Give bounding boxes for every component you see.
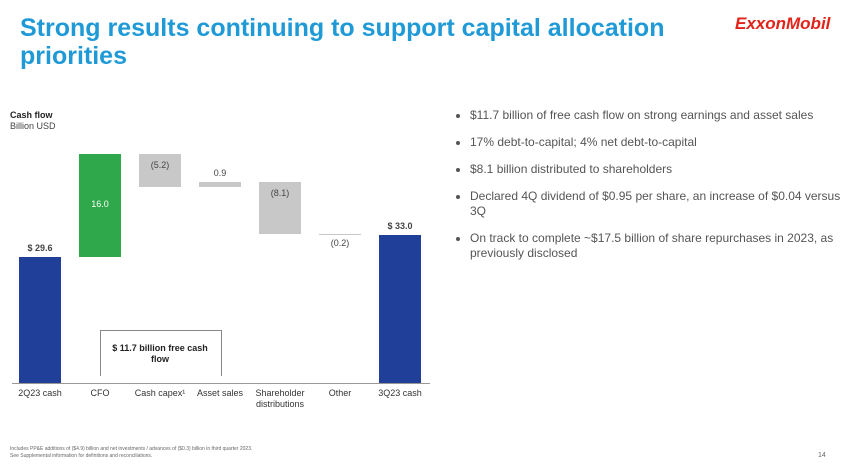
bar [19, 256, 61, 383]
value-label: 0.9 [213, 167, 227, 178]
x-tick-label: CFO [90, 388, 110, 398]
page-number: 14 [818, 452, 826, 459]
slide-title: Strong results continuing to support cap… [20, 14, 665, 70]
value-label: (0.2) [330, 238, 350, 249]
y-unit: Billion USD [10, 121, 56, 131]
value-label: (5.2) [150, 160, 170, 170]
bullet: 17% debt-to-capital; 4% net debt-to-capi… [470, 135, 848, 150]
bar [379, 235, 421, 383]
footnote: Includes PP&E additions of ($4.9) billio… [10, 446, 410, 460]
value-label: 16.0 [91, 199, 109, 210]
x-tick-label: Shareholder distributions [255, 388, 305, 409]
value-label: $ 33.0 [387, 221, 413, 232]
x-tick-label: Cash capex¹ [134, 388, 186, 398]
bar [139, 154, 181, 188]
bullet: $11.7 billion of free cash flow on stron… [470, 108, 848, 123]
bullet: $8.1 billion distributed to shareholders [470, 162, 848, 177]
value-label: $ 29.6 [27, 242, 53, 253]
bar [259, 181, 301, 234]
bar [199, 181, 241, 188]
value-label: (8.1) [270, 187, 290, 198]
footnote-line: See Supplemental information for definit… [10, 453, 153, 459]
bullet-list: $11.7 billion of free cash flow on stron… [450, 108, 848, 273]
annotation: $ 11.7 billion free cash flow [110, 343, 210, 365]
footnote-line: Includes PP&E additions of ($4.9) billio… [10, 446, 253, 452]
bracket [100, 330, 222, 376]
x-tick-label: 2Q23 cash [18, 388, 62, 398]
baseline [12, 383, 430, 384]
y-label: Cash flow [10, 110, 53, 120]
bullet: On track to complete ~$17.5 billion of s… [470, 231, 848, 261]
logo: ExxonMobil [735, 14, 831, 33]
x-tick-label: Other [328, 388, 352, 398]
bullet: Declared 4Q dividend of $0.95 per share,… [470, 189, 848, 219]
x-tick-label: 3Q23 cash [378, 388, 422, 398]
bar [79, 154, 121, 257]
bar [319, 233, 361, 236]
x-tick-label: Asset sales [196, 388, 244, 398]
